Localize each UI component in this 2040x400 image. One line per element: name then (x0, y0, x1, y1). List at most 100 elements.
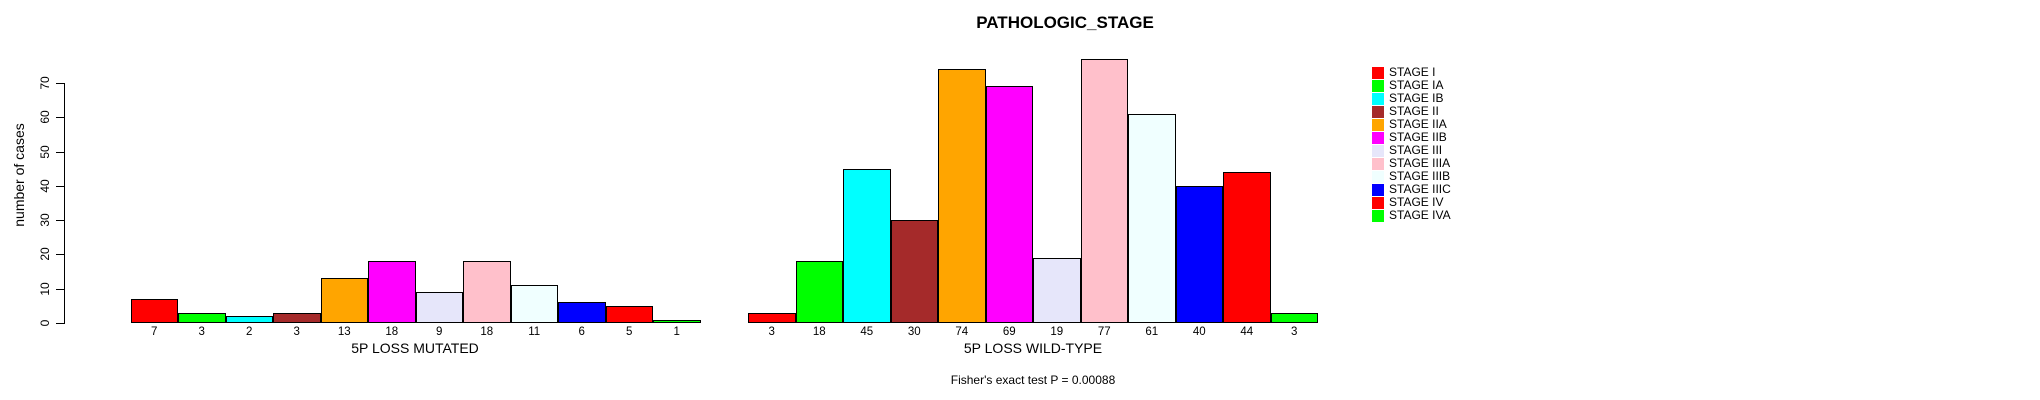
y-tick-mark (56, 117, 64, 119)
bar-value-label: 61 (1145, 326, 1159, 338)
legend-item: STAGE II (1372, 105, 1451, 118)
bar-stage-iia (320, 278, 368, 323)
y-tick-mark (56, 220, 64, 222)
y-tick-mark (56, 83, 64, 84)
bar-stage-iii (1033, 257, 1081, 323)
bar-value-label: 6 (578, 326, 585, 338)
bar-stage-ib (843, 168, 891, 323)
legend-label: STAGE IIA (1389, 117, 1447, 131)
bar-stage-i (130, 299, 178, 323)
y-tick-mark (56, 288, 64, 290)
bar-stage-iv (605, 305, 653, 323)
bar-value-label: 7 (151, 326, 158, 338)
y-tick-label: 0 (38, 319, 52, 327)
bar-stage-iva (653, 319, 701, 323)
y-tick-label: 50 (38, 144, 52, 159)
bar-stage-iiia (463, 261, 511, 323)
legend-item: STAGE III (1372, 144, 1451, 157)
legend-label: STAGE IV (1389, 195, 1444, 209)
y-tick-label: 30 (38, 213, 52, 227)
legend-item: STAGE IB (1372, 92, 1451, 105)
y-tick-mark (56, 323, 64, 324)
legend-label: STAGE II (1389, 104, 1439, 118)
legend-label: STAGE IIIC (1389, 182, 1451, 196)
legend-item: STAGE IIIB (1372, 170, 1451, 183)
bar-stage-iva (1270, 312, 1318, 323)
y-tick-label: 70 (38, 76, 52, 90)
legend-swatch-icon (1372, 79, 1384, 92)
legend-label: STAGE III (1389, 143, 1443, 157)
bar-value-label: 44 (1240, 326, 1254, 338)
bar-stage-iii (415, 292, 463, 323)
legend-item: STAGE IIIA (1372, 157, 1451, 170)
y-tick-label: 60 (38, 110, 52, 124)
footnote-fisher-test: Fisher's exact test P = 0.00088 (950, 373, 1116, 387)
legend-item: STAGE IIA (1372, 118, 1451, 131)
bar-stage-ia (795, 261, 843, 323)
legend-swatch-icon (1372, 209, 1384, 222)
legend-label: STAGE IVA (1389, 208, 1451, 222)
x-axis-label-mutated: 5P LOSS MUTATED (351, 340, 479, 356)
legend-item: STAGE IV (1372, 196, 1451, 209)
legend-swatch-icon (1372, 196, 1384, 209)
y-axis-label: number of cases (11, 123, 27, 227)
bar-stage-iv (1223, 172, 1271, 323)
chart-title: PATHOLOGIC_STAGE (976, 13, 1154, 32)
bar-value-label: 30 (907, 326, 921, 338)
legend-swatch-icon (1372, 118, 1384, 131)
y-tick-mark (56, 151, 64, 153)
y-axis-line (64, 83, 65, 324)
bar-stage-iiib (510, 285, 558, 323)
y-tick-label: 20 (38, 247, 52, 262)
bar-value-label: 77 (1097, 326, 1111, 338)
legend-item: STAGE IIB (1372, 131, 1451, 144)
y-tick-label: 10 (38, 282, 52, 296)
legend-swatch-icon (1372, 131, 1384, 144)
legend-label: STAGE IIB (1389, 130, 1447, 144)
legend-swatch-icon (1372, 183, 1384, 196)
bar-value-label: 40 (1192, 326, 1206, 338)
bar-stage-iia (938, 69, 986, 323)
y-tick-mark (56, 185, 64, 187)
y-tick-mark (56, 254, 64, 256)
bar-value-label: 3 (293, 326, 300, 338)
bar-stage-i (748, 312, 796, 323)
bar-stage-ib (225, 316, 273, 323)
bar-stage-iiib (1128, 113, 1176, 323)
bar-value-label: 18 (480, 326, 494, 338)
legend-label: STAGE IIIB (1389, 169, 1451, 183)
bar-value-label: 3 (198, 326, 205, 338)
bar-value-label: 5 (626, 326, 633, 338)
bar-stage-iiia (1080, 59, 1128, 323)
bar-value-label: 11 (528, 326, 541, 338)
legend-swatch-icon (1372, 92, 1384, 105)
x-axis-label-wildtype: 5P LOSS WILD-TYPE (963, 340, 1103, 356)
bar-value-label: 18 (812, 326, 826, 338)
legend-item: STAGE IIIC (1372, 183, 1451, 196)
bar-value-label: 19 (1050, 326, 1064, 338)
bar-stage-iib (368, 261, 416, 323)
bar-stage-iib (985, 86, 1033, 323)
legend-swatch-icon (1372, 170, 1384, 183)
legend-label: STAGE IB (1389, 91, 1444, 105)
bar-stage-ii (273, 312, 321, 323)
bar-value-label: 2 (246, 326, 253, 338)
legend-item: STAGE IVA (1372, 209, 1451, 222)
bar-value-label: 9 (436, 326, 443, 338)
bar-value-label: 13 (337, 326, 351, 338)
legend-swatch-icon (1372, 157, 1384, 170)
legend-swatch-icon (1372, 144, 1384, 157)
legend-swatch-icon (1372, 66, 1384, 79)
bar-stage-iiic (1175, 185, 1223, 323)
legend-label: STAGE I (1389, 65, 1436, 79)
bar-value-label: 45 (860, 326, 874, 338)
bar-value-label: 3 (768, 326, 775, 338)
legend-label: STAGE IA (1389, 78, 1444, 92)
y-tick-label: 40 (38, 179, 52, 193)
legend: STAGE I STAGE IA STAGE IB STAGE II STAGE IIA… (1372, 66, 1451, 222)
bar-stage-ii (890, 220, 938, 323)
legend-item: STAGE IA (1372, 79, 1451, 92)
bar-value-label: 3 (1291, 326, 1298, 338)
bar-value-label: 18 (385, 326, 399, 338)
